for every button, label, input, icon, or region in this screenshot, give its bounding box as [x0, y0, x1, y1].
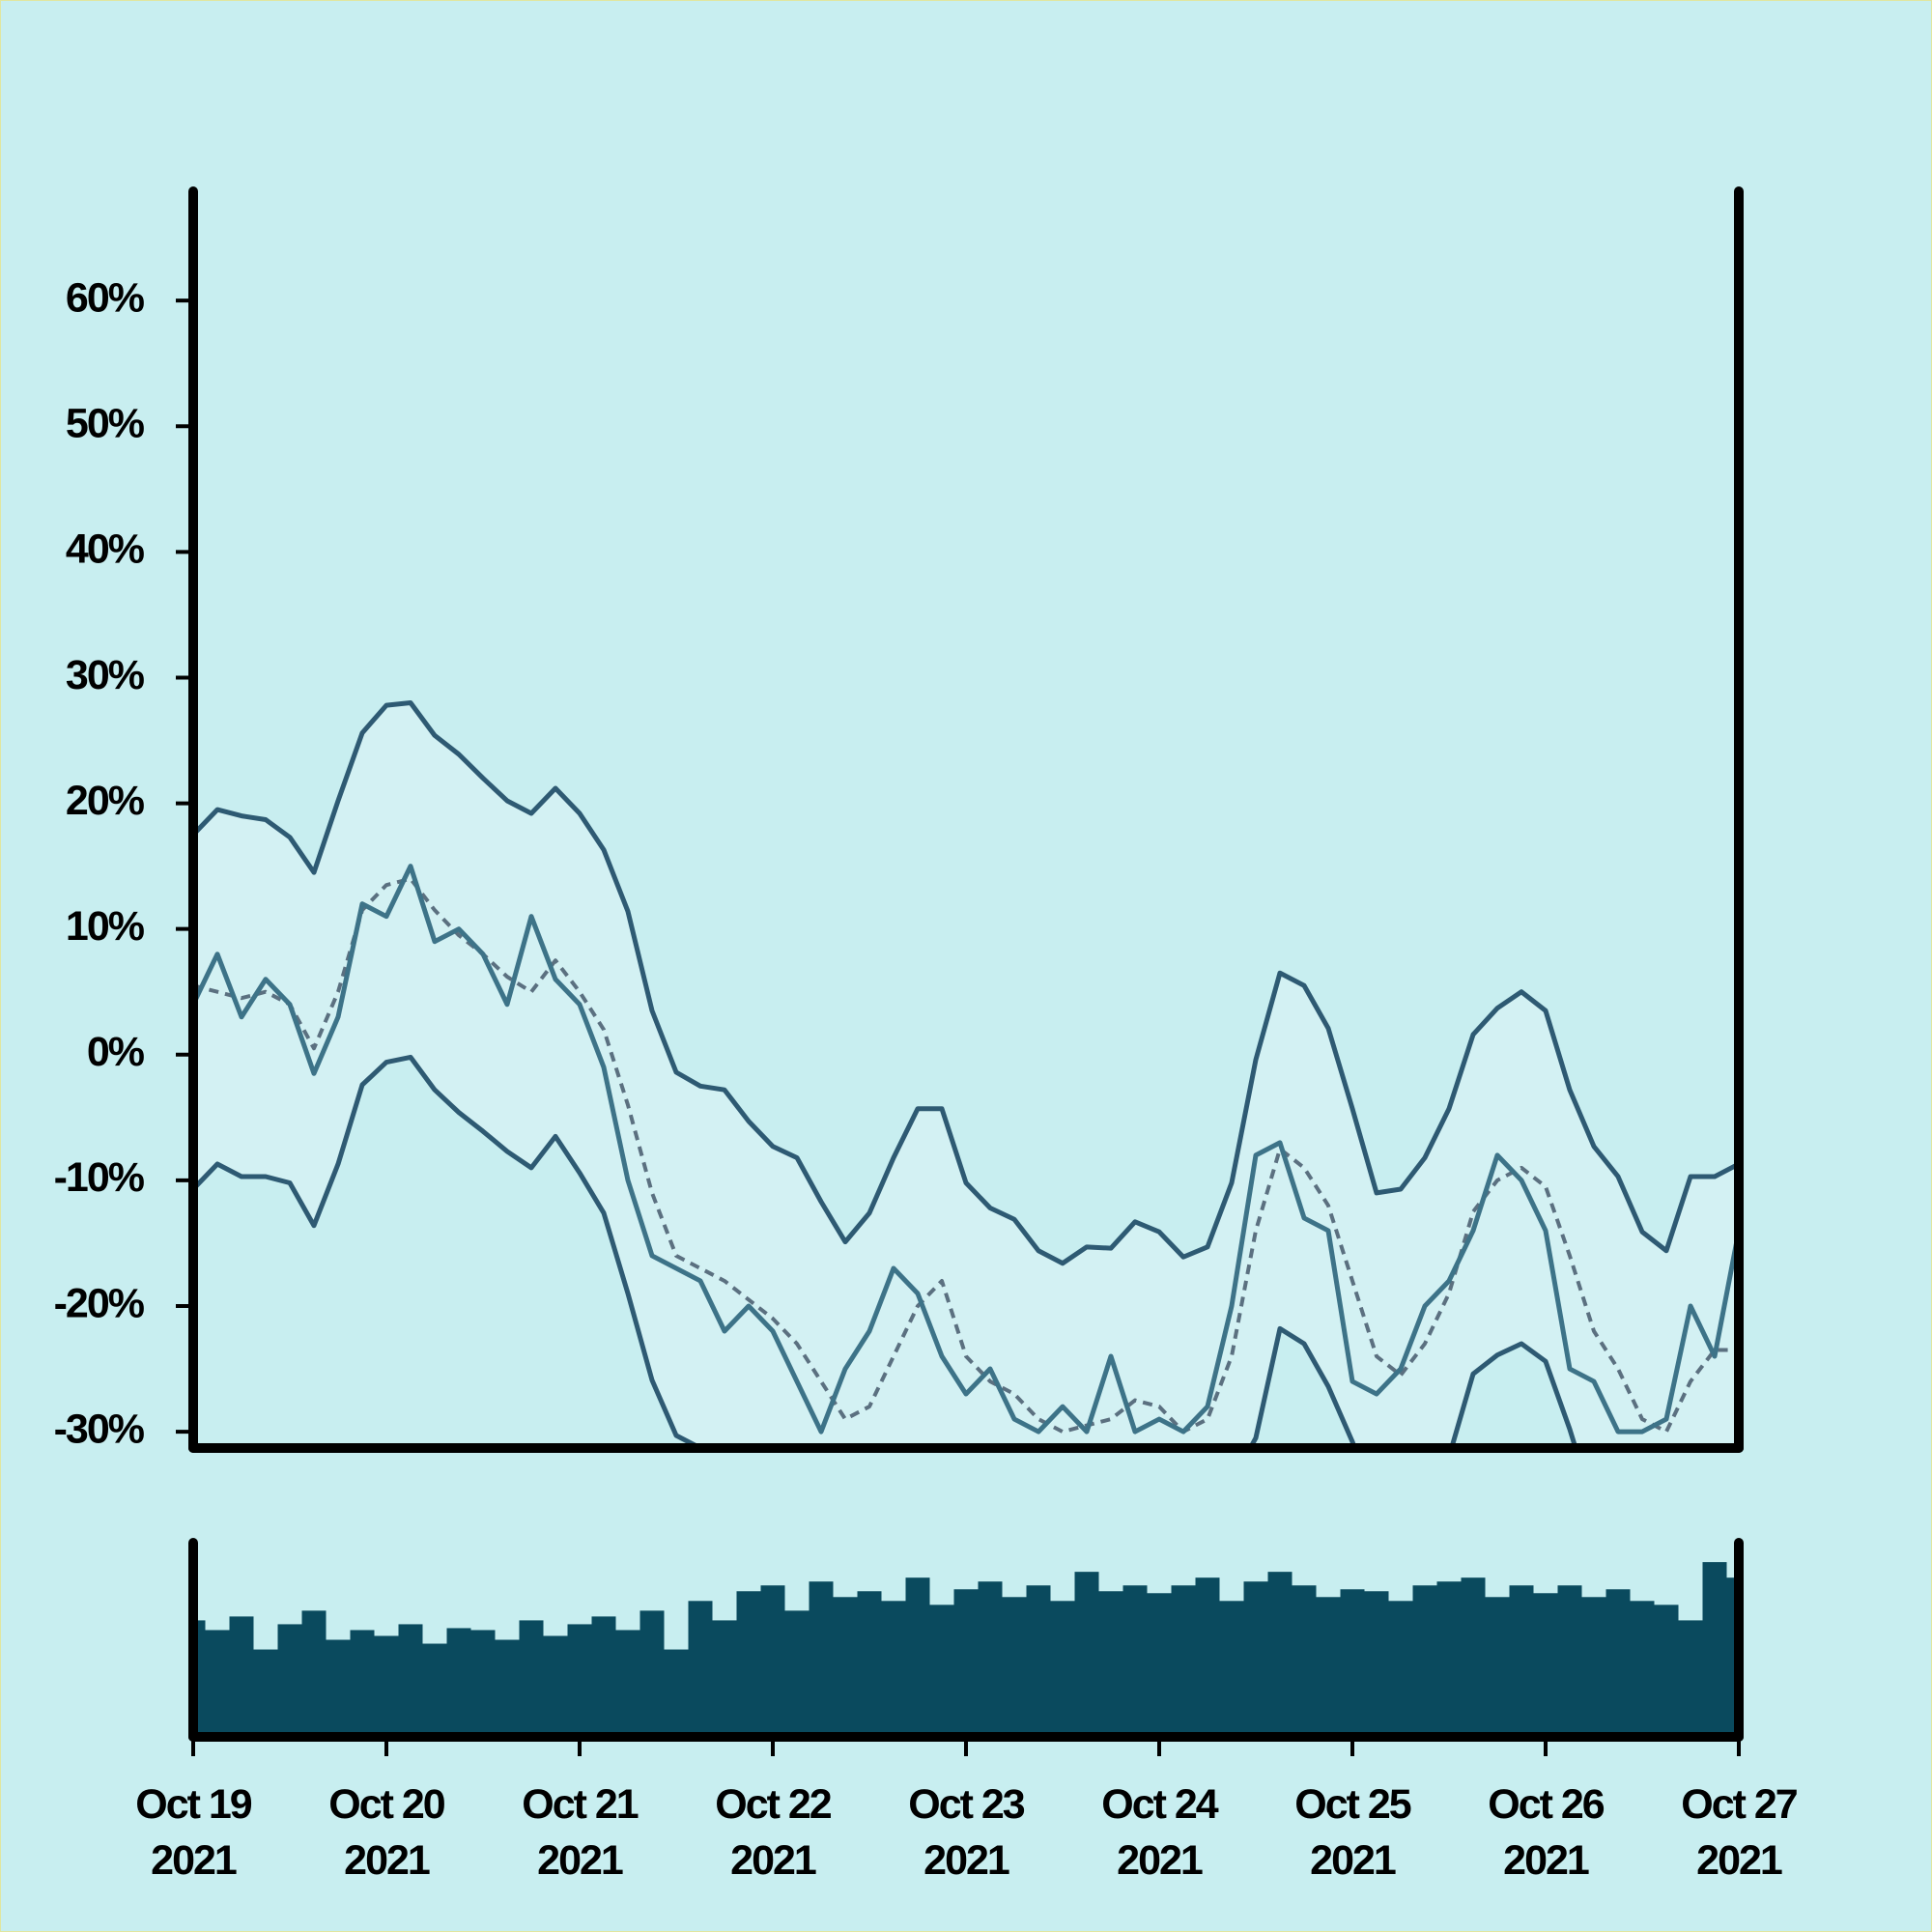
volume-bar: [736, 1591, 761, 1737]
volume-bar: [1171, 1585, 1196, 1737]
x-tick-label: Oct 19 2021: [135, 1781, 252, 1884]
volume-bar: [1340, 1589, 1365, 1737]
x-tick-label: Oct 23 2021: [908, 1781, 1025, 1884]
volume-bar: [301, 1610, 327, 1737]
volume-bar: [1412, 1585, 1437, 1737]
volume-bar: [326, 1639, 351, 1737]
plot-area: [193, 700, 1739, 1448]
x-tick-label: Oct 26 2021: [1488, 1781, 1605, 1884]
y-tick-label: 20%: [66, 778, 145, 824]
volume-bar: [953, 1589, 979, 1737]
volume-bar: [422, 1643, 447, 1737]
volume-bar: [881, 1601, 906, 1737]
volume-bar: [1388, 1601, 1413, 1737]
volume-bar: [1195, 1577, 1220, 1737]
volume-bar: [833, 1597, 858, 1737]
x-tick-label: Oct 25 2021: [1294, 1781, 1411, 1884]
volume-bar: [253, 1649, 278, 1737]
x-tick-label: Oct 20 2021: [328, 1781, 445, 1884]
volume-bar: [1485, 1597, 1510, 1737]
volume-bar: [1533, 1593, 1558, 1737]
volume-bar: [1316, 1597, 1341, 1737]
volume-bar: [929, 1605, 954, 1737]
volume-bar: [591, 1616, 616, 1737]
volume-bar: [1678, 1620, 1703, 1737]
volume-bar: [205, 1630, 230, 1737]
series-line: [193, 864, 1739, 1435]
volume-bar: [712, 1620, 737, 1737]
x-tick-label: Oct 21 2021: [522, 1781, 639, 1884]
volume-bar: [567, 1624, 592, 1737]
volume-bar: [639, 1610, 665, 1737]
volume-bar: [809, 1581, 834, 1737]
band-fill: [193, 702, 1739, 1448]
volume-bar: [1581, 1597, 1606, 1737]
series-line: [193, 1054, 1578, 1448]
y-tick-label: 50%: [66, 401, 145, 447]
y-tick-label: 30%: [66, 652, 145, 698]
volume-bar: [374, 1635, 399, 1737]
volume-bar: [784, 1610, 810, 1737]
volume-bar: [1292, 1585, 1317, 1737]
volume-bar: [1147, 1593, 1172, 1737]
volume-bar: [1050, 1601, 1075, 1737]
volume-bar: [398, 1624, 423, 1737]
volume-bar: [1654, 1605, 1679, 1737]
volume-bar: [229, 1616, 254, 1737]
x-tick-label: Oct 22 2021: [715, 1781, 832, 1884]
volume-bar: [857, 1591, 882, 1737]
volume-bar: [615, 1630, 640, 1737]
volume-bar: [1509, 1585, 1534, 1737]
volume-bar: [277, 1624, 302, 1737]
volume-bar: [446, 1628, 471, 1737]
volume-bar: [1122, 1585, 1148, 1737]
series-line: [193, 876, 1739, 1435]
x-tick-label: Oct 27 2021: [1681, 1781, 1798, 1884]
volume-bar: [1098, 1591, 1123, 1737]
y-tick-label: -30%: [54, 1406, 145, 1452]
volume-bar: [1074, 1572, 1099, 1737]
volume-bar: [1267, 1572, 1293, 1737]
volume-bar: [1702, 1562, 1727, 1737]
volume-bar: [470, 1630, 496, 1737]
volume-bar: [495, 1639, 520, 1737]
y-tick-label: -20%: [54, 1280, 145, 1326]
volume-bar: [1605, 1589, 1631, 1737]
volume-bar: [688, 1601, 713, 1737]
y-tick-label: 0%: [87, 1029, 145, 1075]
volume-bar: [1243, 1581, 1268, 1737]
volume-bar: [1219, 1601, 1244, 1737]
volume-bar: [1026, 1585, 1051, 1737]
volume-bar: [664, 1649, 689, 1737]
y-tick-label: 10%: [66, 903, 145, 950]
volume-bar: [1436, 1581, 1462, 1737]
volume-bar: [760, 1585, 785, 1737]
volume-bar: [905, 1577, 930, 1737]
volume-bar: [519, 1620, 544, 1737]
volume-bar: [543, 1635, 568, 1737]
volume-bar: [1630, 1601, 1655, 1737]
x-tick-label: Oct 24 2021: [1101, 1781, 1218, 1884]
volume-bar: [1002, 1597, 1027, 1737]
volume-bar: [1461, 1577, 1486, 1737]
y-tick-label: -10%: [54, 1154, 145, 1201]
volume-bar: [978, 1581, 1003, 1737]
y-tick-label: 40%: [66, 526, 145, 573]
series-line: [193, 700, 1739, 1266]
volume-bar: [1364, 1591, 1389, 1737]
y-tick-label: 60%: [66, 275, 145, 322]
volume-bar: [1557, 1585, 1582, 1737]
volume-bar: [350, 1630, 375, 1737]
